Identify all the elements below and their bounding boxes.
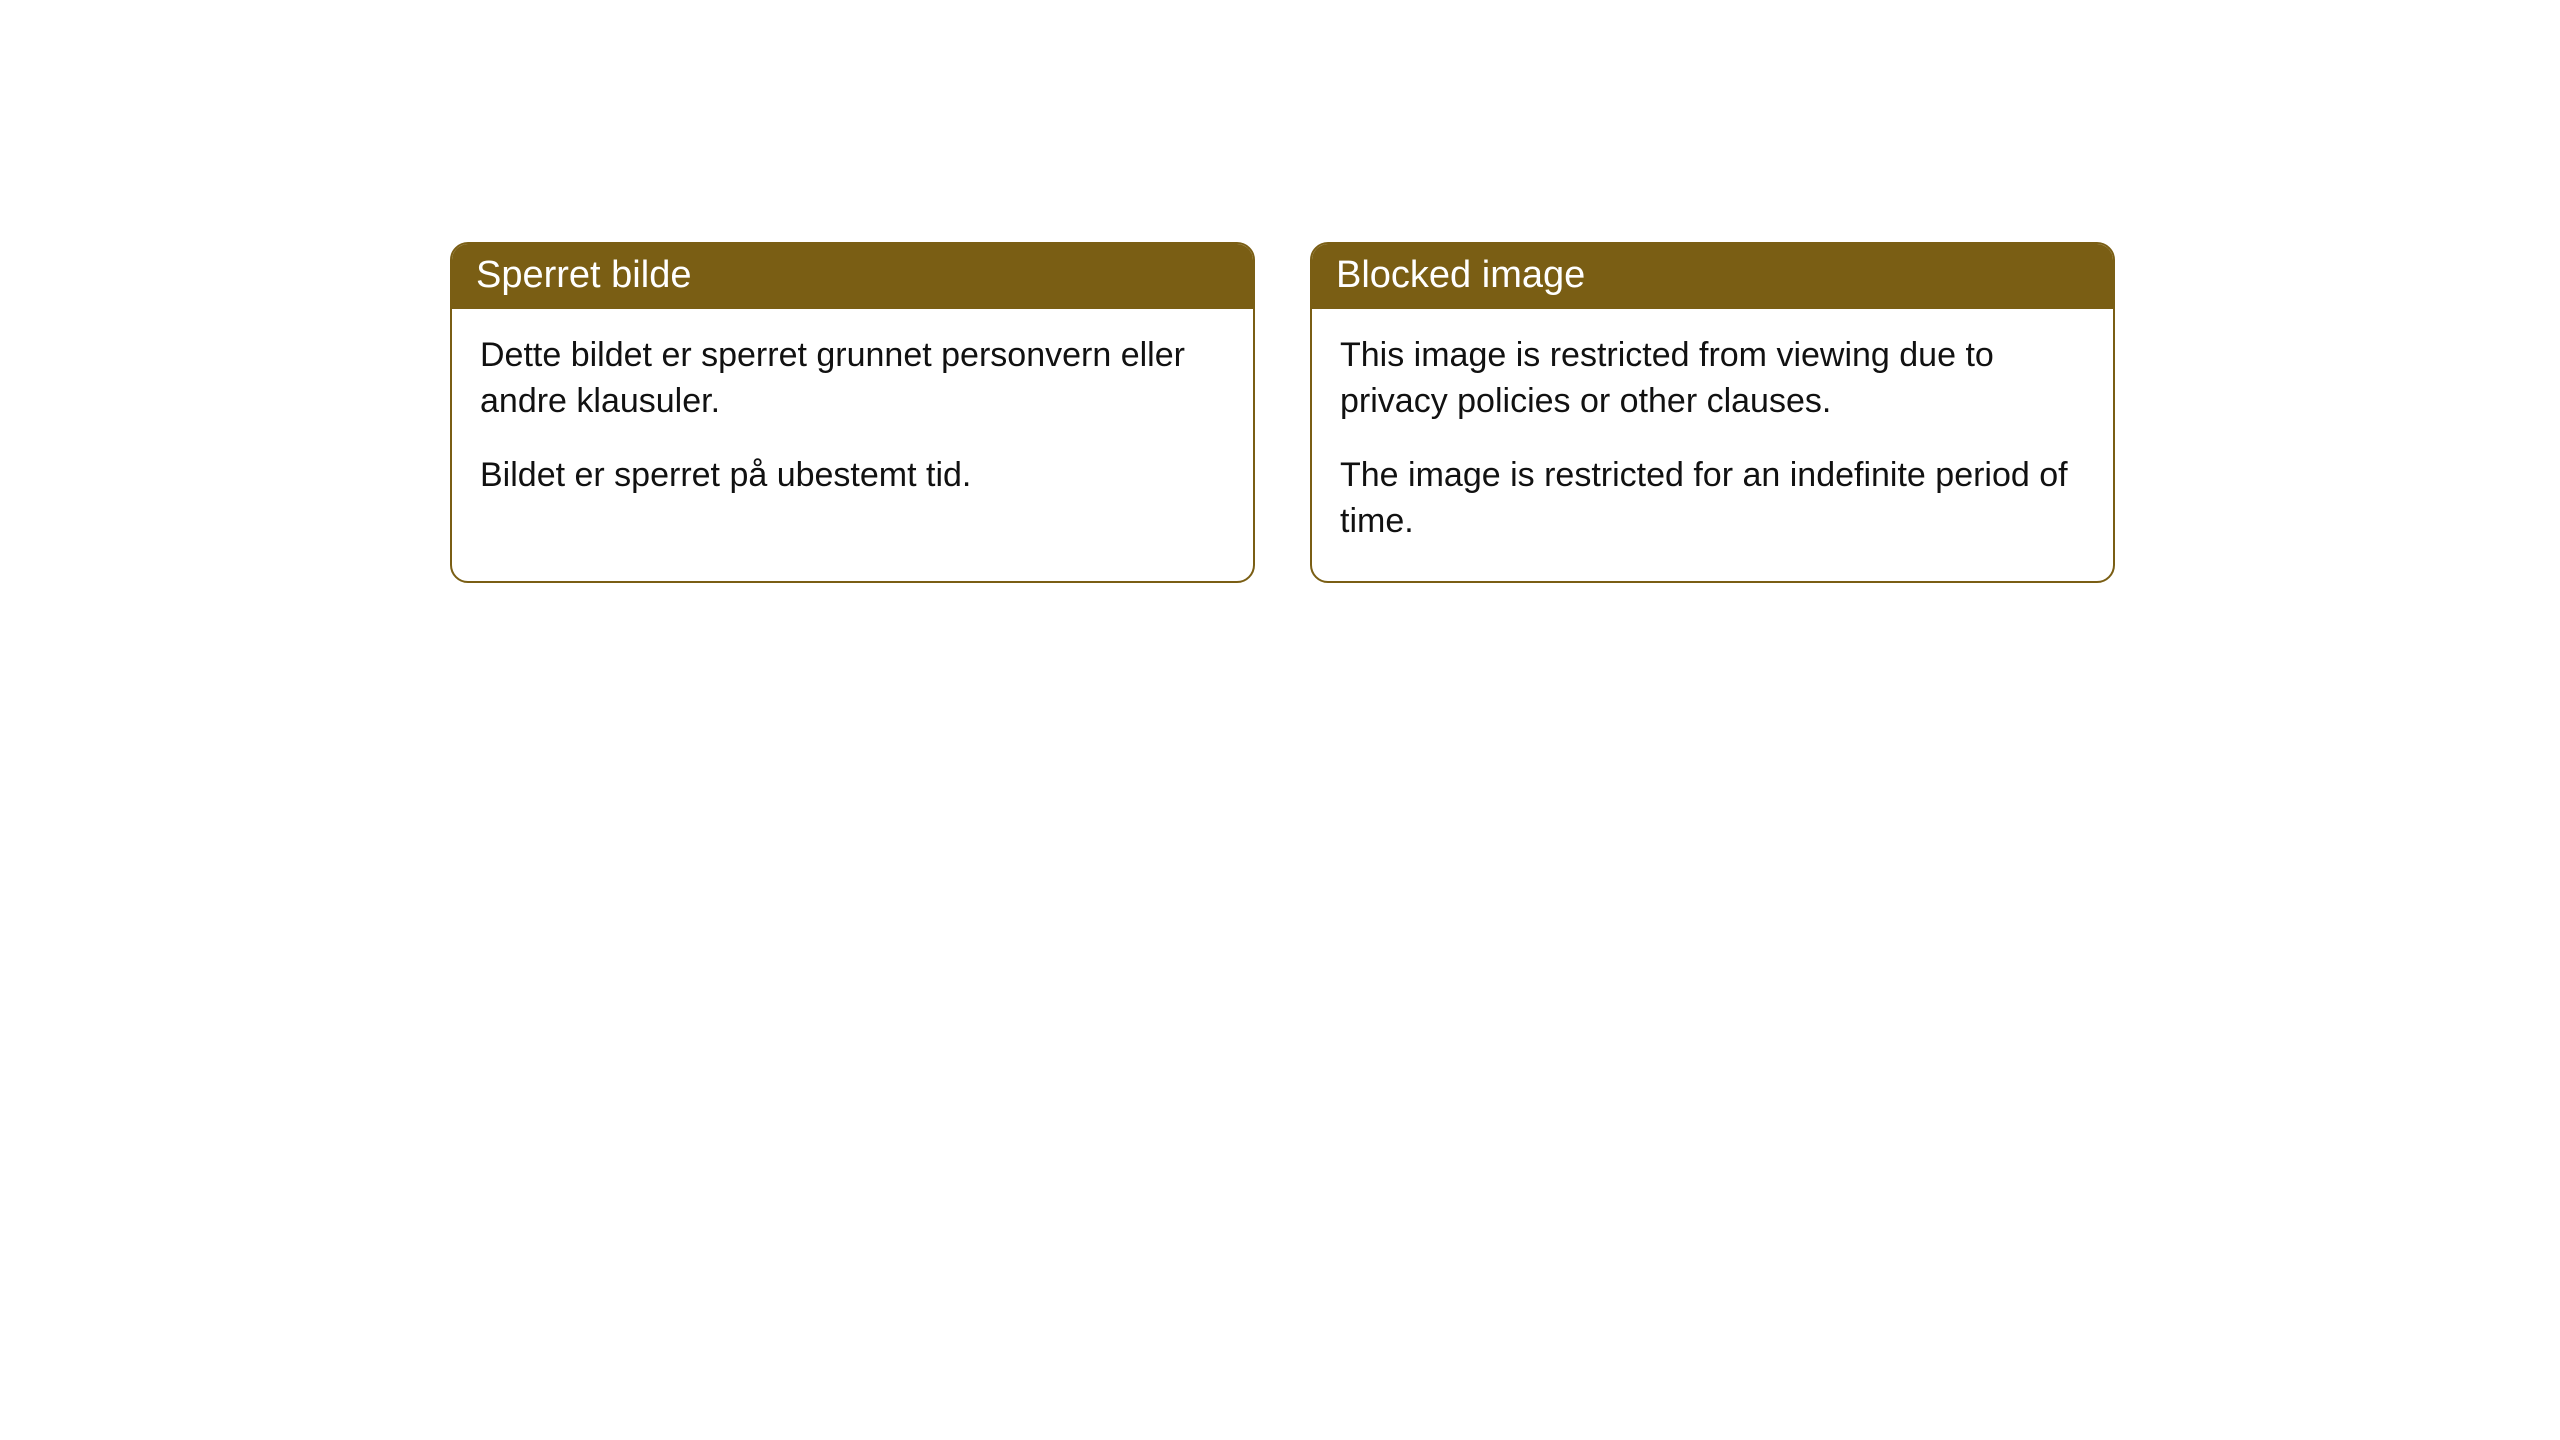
- card-header-en: Blocked image: [1312, 244, 2113, 309]
- card-header-no: Sperret bilde: [452, 244, 1253, 309]
- blocked-image-card-en: Blocked image This image is restricted f…: [1310, 242, 2115, 583]
- card-body-no: Dette bildet er sperret grunnet personve…: [452, 309, 1253, 535]
- card-paragraph-en-2: The image is restricted for an indefinit…: [1340, 453, 2085, 545]
- card-paragraph-no-1: Dette bildet er sperret grunnet personve…: [480, 333, 1225, 425]
- card-body-en: This image is restricted from viewing du…: [1312, 309, 2113, 581]
- blocked-image-card-no: Sperret bilde Dette bildet er sperret gr…: [450, 242, 1255, 583]
- cards-container: Sperret bilde Dette bildet er sperret gr…: [450, 242, 2115, 583]
- card-paragraph-en-1: This image is restricted from viewing du…: [1340, 333, 2085, 425]
- card-paragraph-no-2: Bildet er sperret på ubestemt tid.: [480, 453, 1225, 499]
